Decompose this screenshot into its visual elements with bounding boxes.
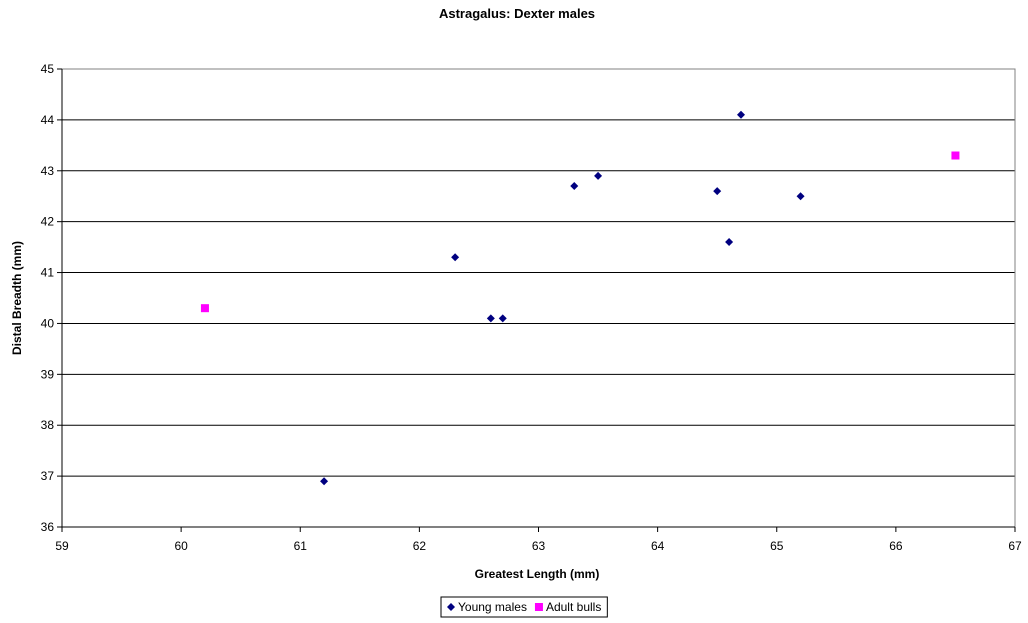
young-males-point	[320, 477, 329, 486]
legend-label-young-males: Young males	[458, 600, 527, 614]
young-males-point	[486, 314, 495, 323]
legend-marker-adult-bulls	[534, 603, 543, 611]
y-tick-label: 40	[41, 316, 55, 330]
young-males-point	[451, 253, 460, 262]
x-axis-ticks: 59 60 61 62 63 64 65 66 67	[55, 527, 1022, 553]
x-tick-label: 65	[770, 539, 784, 553]
x-tick-label: 64	[651, 539, 665, 553]
young-males-point	[725, 238, 734, 247]
legend-marker-young-males	[447, 603, 455, 611]
y-tick-label: 38	[41, 418, 55, 432]
y-axis-label: Distal Breadth (mm)	[10, 241, 24, 355]
young-males-point	[737, 110, 746, 119]
x-tick-label: 66	[889, 539, 903, 553]
y-tick-label: 45	[41, 62, 55, 76]
y-tick-label: 43	[41, 164, 55, 178]
legend-box	[440, 596, 608, 618]
chart-title: Astragalus: Dexter males	[439, 6, 595, 21]
data-points	[200, 110, 960, 486]
x-tick-label: 67	[1008, 539, 1022, 553]
young-males-point	[570, 182, 579, 191]
y-tick-label: 39	[41, 367, 55, 381]
adult-bulls-point	[951, 151, 960, 160]
gridlines	[62, 68, 1015, 477]
legend: Young males Adult bulls	[440, 596, 608, 618]
x-tick-label: 60	[174, 539, 188, 553]
young-males-point	[713, 187, 722, 196]
plot-area	[61, 68, 1016, 528]
adult-bulls-point	[200, 304, 209, 313]
young-males-point	[498, 314, 507, 323]
y-tick-label: 37	[41, 469, 55, 483]
y-tick-label: 42	[41, 215, 55, 229]
x-tick-label: 61	[294, 539, 308, 553]
x-tick-label: 59	[55, 539, 69, 553]
young-males-point	[796, 192, 805, 201]
x-axis-label: Greatest Length (mm)	[475, 567, 600, 581]
x-tick-label: 62	[413, 539, 427, 553]
y-axis-ticks: 36 37 38 39 40 41 42 43 44 45	[41, 62, 62, 534]
young-males-point	[594, 171, 603, 180]
y-tick-label: 36	[41, 520, 55, 534]
x-tick-label: 63	[532, 539, 546, 553]
y-tick-label: 44	[41, 113, 55, 127]
y-tick-label: 41	[41, 266, 55, 280]
axes	[61, 69, 1015, 528]
legend-label-adult-bulls: Adult bulls	[546, 600, 601, 614]
